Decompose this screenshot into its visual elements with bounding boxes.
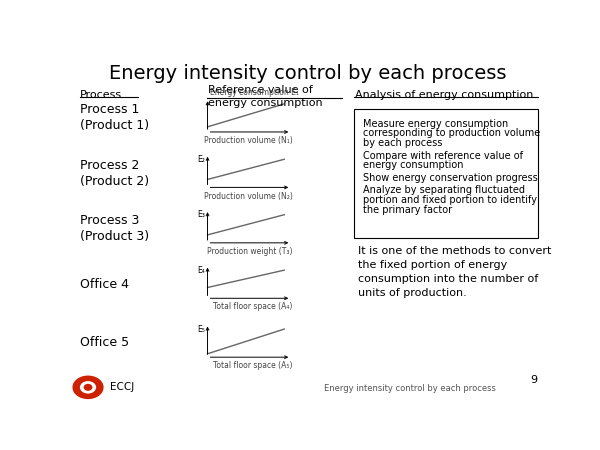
Text: E₅: E₅ <box>197 324 205 333</box>
Text: Energy intensity control by each process: Energy intensity control by each process <box>324 384 496 393</box>
Text: Energy intensity control by each process: Energy intensity control by each process <box>109 64 506 83</box>
Text: Office 4: Office 4 <box>80 278 128 291</box>
Text: Show energy conservation progress: Show energy conservation progress <box>364 173 538 183</box>
Text: Analyze by separating fluctuated: Analyze by separating fluctuated <box>364 185 526 195</box>
Text: Process: Process <box>80 90 122 100</box>
Text: energy consumption: energy consumption <box>364 160 464 171</box>
Text: by each process: by each process <box>364 138 443 148</box>
Text: Reference value of
energy consumption: Reference value of energy consumption <box>208 85 322 108</box>
Text: Energy consumption E₁: Energy consumption E₁ <box>210 88 299 97</box>
FancyBboxPatch shape <box>354 109 538 238</box>
Text: E₂: E₂ <box>197 155 205 164</box>
Text: Measure energy consumption: Measure energy consumption <box>364 119 509 129</box>
Text: portion and fixed portion to identify: portion and fixed portion to identify <box>364 195 538 205</box>
Text: corresponding to production volume: corresponding to production volume <box>364 129 541 139</box>
Text: Office 5: Office 5 <box>80 337 129 350</box>
Text: the primary factor: the primary factor <box>364 205 452 215</box>
Text: E₃: E₃ <box>197 210 205 219</box>
Text: Production volume (N₂): Production volume (N₂) <box>204 192 293 201</box>
Text: 9: 9 <box>530 375 538 385</box>
Text: Process 2
(Product 2): Process 2 (Product 2) <box>80 159 149 188</box>
Text: E₄: E₄ <box>197 266 205 274</box>
Circle shape <box>80 382 95 393</box>
Text: ECCJ: ECCJ <box>110 382 134 392</box>
Text: Total floor space (A₄): Total floor space (A₄) <box>213 302 293 311</box>
Text: Compare with reference value of: Compare with reference value of <box>364 151 523 161</box>
Circle shape <box>73 376 103 398</box>
Text: Process 1
(Product 1): Process 1 (Product 1) <box>80 103 149 132</box>
Text: Analysis of energy consumption: Analysis of energy consumption <box>355 90 534 100</box>
Text: Production volume (N₁): Production volume (N₁) <box>204 136 293 145</box>
Text: Process 3
(Product 3): Process 3 (Product 3) <box>80 214 149 243</box>
Text: Total floor space (A₅): Total floor space (A₅) <box>213 361 293 370</box>
Circle shape <box>84 385 92 390</box>
Text: Production weight (T₃): Production weight (T₃) <box>207 247 293 256</box>
Text: It is one of the methods to convert
the fixed portion of energy
consumption into: It is one of the methods to convert the … <box>358 246 551 298</box>
